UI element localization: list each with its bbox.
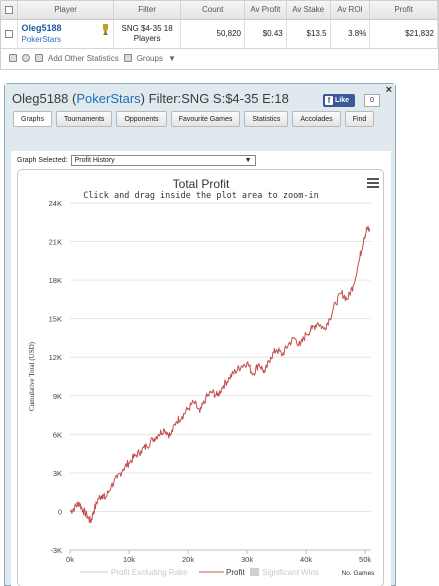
refresh-icon[interactable] bbox=[22, 54, 30, 62]
y-axis-label: Cumulative Total (USD) bbox=[28, 341, 36, 411]
facebook-like-button[interactable]: f Like bbox=[323, 94, 355, 107]
player-site-link[interactable]: PokerStars bbox=[21, 35, 62, 44]
facebook-icon: f bbox=[325, 96, 333, 105]
y-tick-label: 21K bbox=[49, 238, 62, 247]
window-header[interactable]: Oleg5188 (PokerStars) Filter:SNG S:$4-35… bbox=[5, 84, 395, 114]
select-all-header[interactable] bbox=[1, 1, 19, 20]
facebook-like-label: Like bbox=[335, 97, 350, 104]
stats-table-panel: Player Filter Count Av Profit Av Stake A… bbox=[0, 0, 439, 70]
header-filter[interactable]: Filter bbox=[113, 1, 182, 20]
graph-select-value: Profit History bbox=[74, 157, 115, 164]
tab-favourite-games[interactable]: Favourite Games bbox=[170, 111, 241, 127]
header-av-stake[interactable]: Av Stake bbox=[286, 1, 331, 20]
title-site-link[interactable]: PokerStars bbox=[76, 91, 141, 106]
y-tick-label: 6K bbox=[53, 430, 62, 439]
tab-accolades[interactable]: Accolades bbox=[292, 111, 341, 127]
profit-chart[interactable]: Total Profit Click and drag inside the pl… bbox=[17, 169, 384, 586]
x-axis-label: No. Games bbox=[342, 570, 376, 577]
av-stake-cell: $13.5 bbox=[286, 19, 331, 49]
header-av-roi[interactable]: Av ROI bbox=[330, 1, 371, 20]
window-tabs: Graphs Tournaments Opponents Favourite G… bbox=[13, 111, 385, 127]
select-all-checkbox[interactable] bbox=[5, 6, 14, 15]
chart-title: Total Profit bbox=[173, 177, 230, 191]
stats-table: Player Filter Count Av Profit Av Stake A… bbox=[1, 1, 438, 49]
graph-selector: Graph Selected: Profit History ▼ bbox=[17, 155, 256, 166]
legend-label-significant-wins: Significant Wins bbox=[262, 568, 319, 577]
header-player[interactable]: Player bbox=[17, 1, 114, 20]
graph-select-dropdown[interactable]: Profit History ▼ bbox=[70, 155, 256, 166]
add-other-statistics-link[interactable]: Add Other Statistics bbox=[48, 53, 119, 63]
player-cell: Oleg5188 PokerStars bbox=[17, 19, 114, 49]
title-filter: Filter:SNG S:$4-35 E:18 bbox=[148, 91, 289, 106]
tab-graphs[interactable]: Graphs bbox=[13, 111, 52, 127]
row-select-cell[interactable] bbox=[1, 19, 19, 49]
close-icon[interactable]: × bbox=[385, 84, 392, 96]
facebook-like-count: 0 bbox=[364, 94, 380, 107]
graphs-panel: Graph Selected: Profit History ▼ Total P… bbox=[11, 151, 391, 586]
chart-subtitle: Click and drag inside the plot area to z… bbox=[83, 191, 318, 201]
tab-statistics[interactable]: Statistics bbox=[244, 111, 289, 127]
tab-tournaments[interactable]: Tournaments bbox=[55, 111, 113, 127]
y-tick-label: 18K bbox=[49, 276, 62, 285]
x-tick-label: 10k bbox=[123, 555, 135, 564]
stats-header-row: Player Filter Count Av Profit Av Stake A… bbox=[1, 1, 438, 20]
delete-icon[interactable] bbox=[9, 54, 17, 62]
legend-label-profit: Profit bbox=[226, 568, 245, 577]
groups-link[interactable]: Groups bbox=[136, 53, 163, 63]
chart-menu-icon[interactable] bbox=[367, 178, 379, 188]
y-tick-label: 15K bbox=[49, 315, 62, 324]
stats-toolbar: Add Other Statistics Groups ▼ bbox=[1, 49, 438, 68]
y-tick-label: -3K bbox=[50, 546, 62, 555]
x-tick-label: 40k bbox=[300, 555, 312, 564]
av-profit-cell: $0.43 bbox=[244, 19, 287, 49]
table-row: Oleg5188 PokerStars SNG $4-35 18 Players… bbox=[1, 19, 438, 49]
tab-opponents[interactable]: Opponents bbox=[116, 111, 167, 127]
player-name-link[interactable]: Oleg5188 bbox=[21, 23, 62, 33]
y-tick-label: 12K bbox=[49, 353, 62, 362]
window-title: Oleg5188 (PokerStars) Filter:SNG S:$4-35… bbox=[12, 91, 289, 106]
av-roi-cell: 3.8% bbox=[330, 19, 371, 49]
filter-line-1: SNG $4-35 18 bbox=[121, 23, 173, 33]
header-profit[interactable]: Profit bbox=[369, 1, 438, 20]
count-cell: 50,820 bbox=[180, 19, 245, 49]
filter-line-2: Players bbox=[133, 33, 161, 43]
title-close-paren: ) bbox=[140, 91, 146, 106]
header-av-profit[interactable]: Av Profit bbox=[244, 1, 287, 20]
chevron-down-icon: ▼ bbox=[244, 157, 252, 164]
chevron-down-icon[interactable]: ▼ bbox=[167, 53, 176, 63]
y-tick-label: 3K bbox=[53, 469, 62, 478]
x-tick-label: 30k bbox=[241, 555, 253, 564]
x-tick-label: 50k bbox=[359, 555, 371, 564]
title-player: Oleg5188 bbox=[12, 91, 69, 106]
profit-cell: $21,832 bbox=[369, 19, 438, 49]
y-tick-label: 0 bbox=[58, 507, 62, 516]
graph-selected-label: Graph Selected: bbox=[17, 157, 68, 164]
filter-cell: SNG $4-35 18 Players bbox=[113, 19, 182, 49]
legend-marker-significant-wins bbox=[250, 568, 259, 576]
title-open-paren: ( bbox=[72, 91, 77, 106]
header-count[interactable]: Count bbox=[180, 1, 245, 20]
add-stats-icon[interactable] bbox=[35, 54, 43, 62]
player-window: Oleg5188 (PokerStars) Filter:SNG S:$4-35… bbox=[4, 83, 396, 586]
tab-find[interactable]: Find bbox=[344, 111, 375, 127]
trophy-icon bbox=[103, 23, 109, 35]
row-checkbox[interactable] bbox=[5, 29, 14, 38]
profit-series-line bbox=[69, 225, 371, 524]
y-tick-label: 24K bbox=[49, 199, 62, 208]
legend-label-profit-excluding-rake: Profit Excluding Rake bbox=[111, 568, 188, 577]
x-tick-label: 0k bbox=[66, 555, 74, 564]
x-tick-label: 20k bbox=[182, 555, 194, 564]
y-tick-label: 9K bbox=[53, 392, 62, 401]
groups-icon[interactable] bbox=[123, 54, 132, 62]
